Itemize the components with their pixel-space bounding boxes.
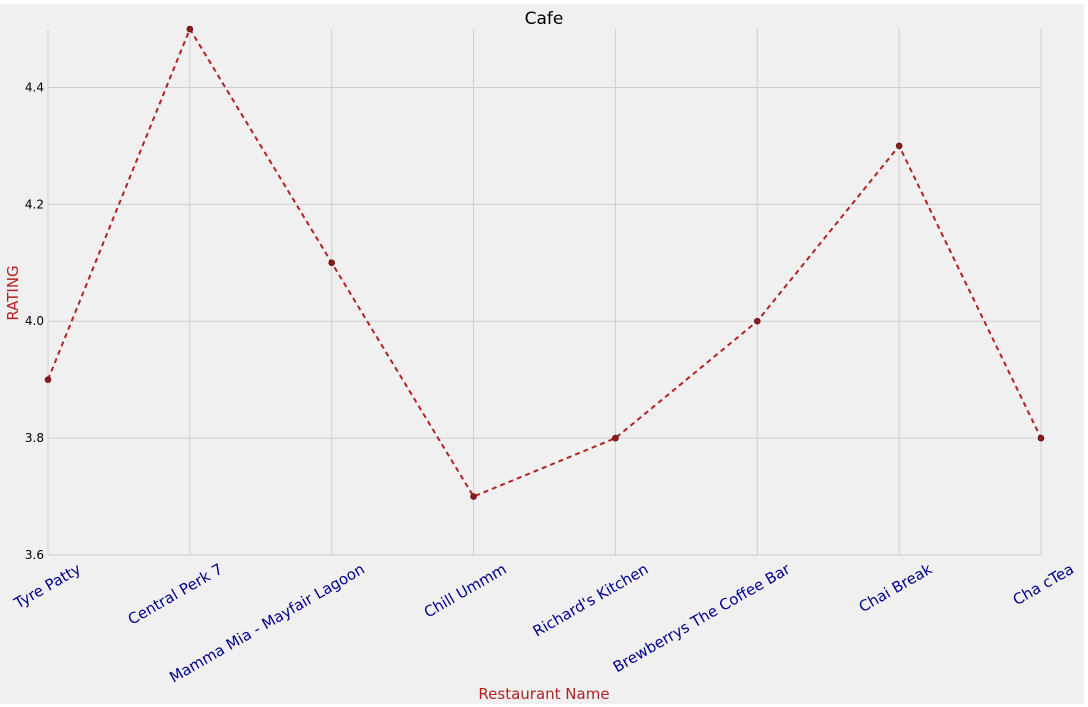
- data-point: [470, 493, 477, 500]
- data-point: [44, 376, 52, 383]
- y-tick-label: 4.2: [25, 197, 44, 211]
- series-line: [47, 26, 1042, 498]
- series-layer: [44, 25, 1045, 500]
- y-axis-label: RATING: [4, 265, 22, 320]
- grid: [47, 29, 1042, 556]
- y-tick-label: 3.6: [25, 548, 44, 562]
- y-tick-label: 4.0: [25, 314, 44, 328]
- data-point: [612, 434, 619, 442]
- y-axis-ticks: 3.6 3.8 4.0 4.2 4.4: [25, 80, 44, 562]
- data-point: [1037, 434, 1045, 442]
- data-point: [186, 25, 194, 33]
- data-point: [895, 142, 903, 150]
- chart-title: Cafe: [525, 9, 564, 29]
- chart-background: [0, 4, 1084, 704]
- y-tick-label: 3.8: [25, 431, 44, 445]
- y-tick-label: 4.4: [25, 80, 44, 94]
- data-point: [753, 317, 761, 325]
- x-axis-label: Restaurant Name: [478, 685, 609, 703]
- data-point: [328, 259, 336, 267]
